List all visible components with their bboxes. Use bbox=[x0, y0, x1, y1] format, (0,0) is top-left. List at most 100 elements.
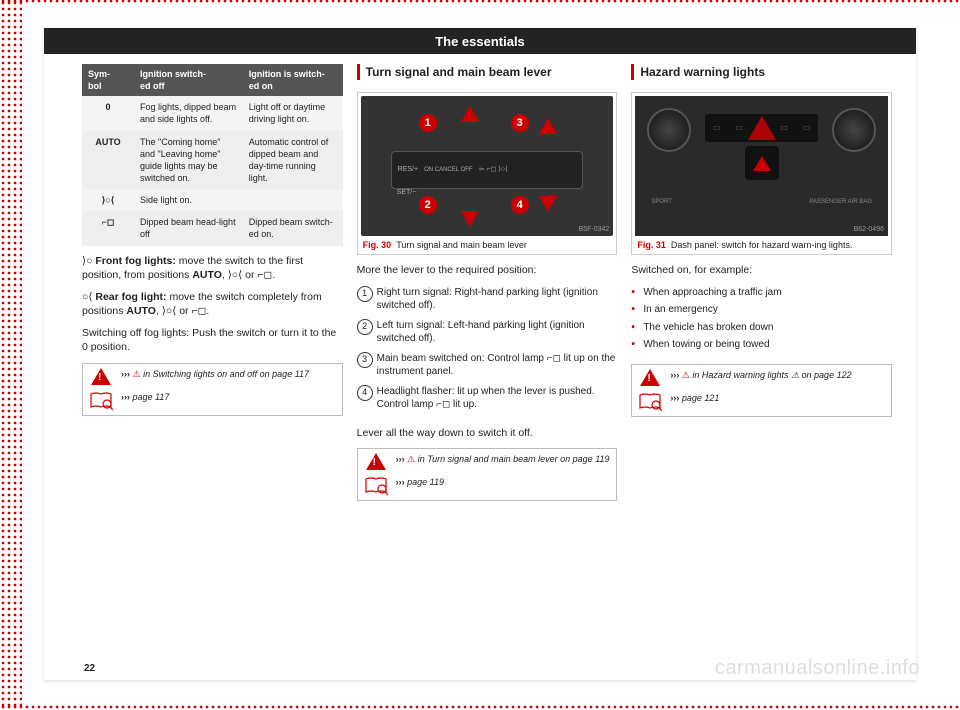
rear-fog-text: ○⟨ Rear fog light: move the switch compl… bbox=[82, 290, 343, 318]
arrows: ››› bbox=[670, 370, 679, 380]
callout-3: 3 bbox=[511, 114, 529, 132]
hazard-figure: ▭▭▭▭▭ SPORT PASSENGER AIR BAG B62-0496 bbox=[635, 96, 888, 236]
auto-label: AUTO bbox=[192, 269, 222, 281]
list-item: Headlight flasher: lit up when the lever… bbox=[357, 385, 618, 412]
list-item: The vehicle has broken down bbox=[631, 321, 892, 335]
arrows: ››› bbox=[396, 454, 405, 464]
cell: Dipped beam switch-ed on. bbox=[243, 211, 343, 245]
th-symbol: Sym- bol bbox=[82, 64, 134, 96]
column-3: Hazard warning lights ▭▭▭▭▭ SPORT PASSEN… bbox=[631, 64, 892, 501]
callout-4: 4 bbox=[511, 196, 529, 214]
figure-code: B5F-0342 bbox=[579, 225, 610, 234]
fig-number: Fig. 30 bbox=[363, 240, 392, 250]
stalk-lever: RES/+ ON CANCEL OFF ⇦ ⌐◻ ⟩○⟨ bbox=[391, 151, 584, 189]
reference-box-3: ››› ⚠ in Hazard warning lights ⚠ on page… bbox=[631, 364, 892, 417]
turn-signal-title: Turn signal and main beam lever bbox=[357, 64, 618, 80]
cell: Dipped beam head-light off bbox=[134, 211, 243, 245]
ref-book: page 121 bbox=[679, 393, 719, 403]
list-item: When approaching a traffic jam bbox=[631, 286, 892, 300]
arrow-down-icon bbox=[539, 196, 557, 212]
col2-outro: Lever all the way down to switch it off. bbox=[357, 426, 618, 440]
front-fog-label: Front fog lights: bbox=[95, 255, 175, 267]
col2-intro: More the lever to the required position: bbox=[357, 263, 618, 277]
ref-warn: in Turn signal and main beam lever on pa… bbox=[415, 454, 609, 464]
th-off: Ignition switch- ed off bbox=[134, 64, 243, 96]
book-icon bbox=[638, 392, 662, 412]
stalk-label: SET/− bbox=[397, 188, 417, 197]
warning-icon bbox=[638, 369, 662, 386]
dash-label: SPORT bbox=[651, 198, 672, 206]
hazard-bullets: When approaching a traffic jam In an eme… bbox=[631, 286, 892, 356]
dash-dial bbox=[647, 108, 691, 152]
text: , ⟩○⟨ or ⌐◻. bbox=[222, 269, 275, 281]
th-on: Ignition is switch- ed on bbox=[243, 64, 343, 96]
fig-caption-text: Dash panel: switch for hazard warn-ing l… bbox=[671, 240, 853, 250]
fig-number: Fig. 31 bbox=[637, 240, 666, 250]
front-fog-text: ⟩○ Front fog lights: move the switch to … bbox=[82, 254, 343, 282]
col3-intro: Switched on, for example: bbox=[631, 263, 892, 277]
arrows: ››› bbox=[121, 369, 130, 379]
list-item: In an emergency bbox=[631, 303, 892, 317]
arrow-up-icon bbox=[461, 106, 479, 122]
arrows: ››› bbox=[121, 392, 130, 402]
book-icon bbox=[364, 476, 388, 496]
figure-30: 1 2 3 4 RES/+ ON CANCEL OFF ⇦ ⌐◻ ⟩○⟨ SET… bbox=[357, 92, 618, 255]
warn-tri-icon: ⚠ bbox=[133, 369, 141, 379]
sym-dipped: ⌐◻ bbox=[82, 211, 134, 245]
hazard-triangle-icon bbox=[753, 156, 771, 171]
fig-caption-text: Turn signal and main beam lever bbox=[396, 240, 527, 250]
stalk-label: ON CANCEL OFF bbox=[424, 166, 472, 174]
reference-box-1: ››› ⚠ in Switching lights on and off on … bbox=[82, 363, 343, 416]
fig31-caption: Fig. 31 Dash panel: switch for hazard wa… bbox=[635, 236, 888, 251]
watermark: carmanualsonline.info bbox=[715, 657, 920, 680]
ref-text: ››› ⚠ in Switching lights on and off on … bbox=[121, 368, 309, 380]
callout-2: 2 bbox=[419, 196, 437, 214]
arrows: ››› bbox=[396, 477, 405, 487]
hazard-title: Hazard warning lights bbox=[631, 64, 892, 80]
ref-text: ››› ⚠ in Hazard warning lights ⚠ on page… bbox=[670, 369, 851, 381]
ref-warn: in Hazard warning lights ⚠ on page 122 bbox=[690, 370, 852, 380]
text: , ⟩○⟨ or ⌐◻. bbox=[156, 305, 209, 317]
header-title: The essentials bbox=[435, 34, 525, 49]
rear-fog-label: Rear fog light: bbox=[95, 291, 166, 303]
list-item: Right turn signal: Right-hand parking li… bbox=[357, 286, 618, 313]
page: The essentials Sym- bol Ignition switch-… bbox=[44, 28, 916, 680]
sym-auto: AUTO bbox=[82, 131, 134, 190]
ref-text: ››› ⚠ in Turn signal and main beam lever… bbox=[396, 453, 610, 465]
stalk-label: RES/+ bbox=[398, 165, 418, 174]
dash-dial bbox=[832, 108, 876, 152]
ref-text: ››› page 121 bbox=[670, 392, 719, 404]
ref-text: ››› page 119 bbox=[396, 476, 444, 488]
list-item: Left turn signal: Left-hand parking ligh… bbox=[357, 319, 618, 346]
warn-tri-icon: ⚠ bbox=[682, 370, 690, 380]
ref-text: ››› page 117 bbox=[121, 391, 169, 403]
book-icon bbox=[89, 391, 113, 411]
arrow-down-icon bbox=[461, 211, 479, 227]
cell: Fog lights, dipped beam and side lights … bbox=[134, 96, 243, 130]
figure-code: B62-0496 bbox=[854, 225, 884, 234]
warning-icon bbox=[89, 368, 113, 385]
auto-label: AUTO bbox=[126, 305, 156, 317]
callout-1: 1 bbox=[419, 114, 437, 132]
cell: Light off or daytime driving light on. bbox=[243, 96, 343, 130]
ref-book: page 117 bbox=[130, 392, 169, 402]
column-2: Turn signal and main beam lever 1 2 3 4 … bbox=[357, 64, 618, 501]
ref-warn: in Switching lights on and off on page 1… bbox=[141, 369, 309, 379]
sym-side: ⟩○⟨ bbox=[82, 189, 134, 211]
sym-0: 0 bbox=[82, 96, 134, 130]
dash-label: PASSENGER AIR BAG bbox=[809, 198, 872, 206]
figure-31: ▭▭▭▭▭ SPORT PASSENGER AIR BAG B62-0496 F… bbox=[631, 92, 892, 255]
hazard-button bbox=[745, 146, 779, 180]
arrows: ››› bbox=[670, 393, 679, 403]
pointer-triangle bbox=[748, 116, 776, 140]
switch-off-text: Switching off fog lights: Push the switc… bbox=[82, 326, 343, 354]
arrow-up-icon bbox=[539, 118, 557, 134]
turn-signal-figure: 1 2 3 4 RES/+ ON CANCEL OFF ⇦ ⌐◻ ⟩○⟨ SET… bbox=[361, 96, 614, 236]
list-item: When towing or being towed bbox=[631, 338, 892, 352]
fig30-caption: Fig. 30 Turn signal and main beam lever bbox=[361, 236, 614, 251]
header-bar: The essentials bbox=[44, 28, 916, 54]
warning-icon bbox=[364, 453, 388, 470]
cell: Automatic control of dipped beam and day… bbox=[243, 131, 343, 190]
cell: Side light on. bbox=[134, 189, 343, 211]
page-number: 22 bbox=[84, 663, 95, 674]
